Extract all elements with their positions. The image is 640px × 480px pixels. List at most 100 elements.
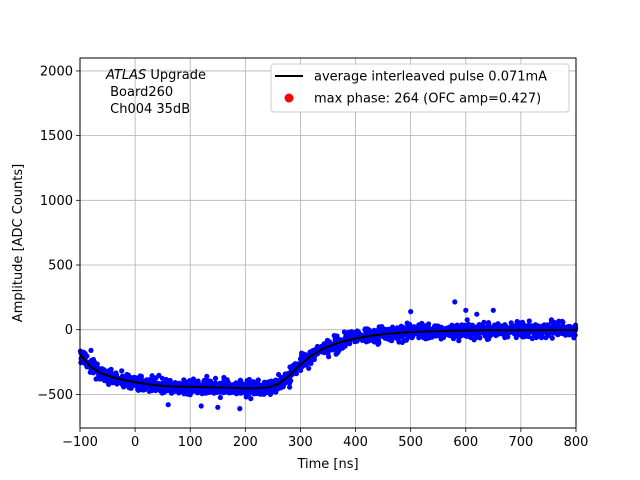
y-tick-label: 500 — [48, 258, 73, 273]
scatter-point — [212, 375, 219, 381]
scatter-point — [135, 387, 141, 393]
scatter-point — [326, 354, 332, 360]
y-tick-label: 1000 — [40, 194, 73, 209]
scatter-point — [162, 386, 168, 392]
scatter-point — [490, 307, 496, 313]
scatter-point — [375, 340, 382, 346]
scatter-point — [571, 335, 577, 341]
x-tick-label: 200 — [233, 435, 258, 450]
scatter-point — [472, 332, 478, 338]
scatter-point — [223, 389, 229, 395]
scatter-point — [255, 377, 261, 383]
scatter-point — [271, 379, 277, 385]
legend: average interleaved pulse 0.071mA max ph… — [270, 63, 570, 113]
scatter-point — [149, 375, 155, 381]
scatter-point — [553, 320, 559, 326]
y-tick-label: 0 — [65, 323, 73, 338]
scatter-point — [399, 339, 405, 345]
scatter-point — [88, 347, 94, 353]
y-tick-label: −500 — [37, 388, 73, 403]
axis-ticks: −100 0 100 200 300 400 500 600 700 800 −500 0 500 100… — [37, 64, 588, 450]
scatter-point — [539, 323, 546, 329]
scatter-point — [425, 335, 431, 341]
scatter-point — [310, 356, 316, 362]
scatter-point — [510, 324, 516, 330]
scatter-point — [452, 299, 458, 305]
scatter-point — [204, 373, 210, 379]
scatter-point — [165, 402, 171, 408]
annotation-upgrade: Upgrade — [146, 68, 206, 83]
annotation-line-2: Board260 — [106, 85, 173, 100]
scatter-point — [464, 317, 470, 323]
scatter-point — [403, 337, 409, 343]
scatter-point — [474, 311, 480, 317]
plot-frame — [79, 57, 577, 429]
scatter-point — [526, 318, 532, 324]
scatter-point — [198, 403, 204, 409]
scatter-point — [297, 356, 304, 362]
scatter-point — [367, 329, 373, 335]
scatter-point — [119, 368, 125, 374]
scatter-point — [282, 380, 288, 386]
scatter-point — [165, 378, 171, 384]
scatter-point — [83, 353, 89, 359]
scatter-point — [446, 324, 452, 330]
y-tick-label: 2000 — [40, 64, 73, 79]
scatter-point — [153, 375, 159, 381]
scatter-point — [484, 324, 490, 330]
scatter-point — [406, 323, 412, 329]
scatter-point — [145, 377, 151, 383]
scatter-point — [244, 378, 250, 384]
scatter-point — [299, 350, 305, 356]
legend-entry-average: average interleaved pulse 0.071mA — [314, 70, 547, 85]
scatter-point — [375, 328, 381, 334]
scatter-point — [455, 325, 461, 331]
scatter-point — [158, 388, 164, 394]
scatter-point — [217, 394, 223, 401]
scatter-point — [237, 388, 243, 394]
scatter-point — [526, 322, 532, 328]
scatter-point — [336, 346, 342, 352]
scatter-point — [354, 338, 360, 344]
scatter-point — [191, 380, 198, 386]
y-axis-label: Amplitude [ADC Counts] — [11, 164, 26, 322]
scatter-point — [224, 377, 230, 383]
annotation-line-3: Ch004 35dB — [106, 102, 190, 117]
scatter-point — [106, 368, 112, 374]
scatter-point — [92, 359, 98, 365]
scatter-point — [188, 389, 194, 395]
scatter-point — [463, 307, 469, 313]
x-tick-label: 400 — [343, 435, 368, 450]
scatter-point — [215, 404, 221, 410]
scatter-point — [231, 388, 238, 394]
annotation-atlas: ATLAS — [105, 68, 146, 83]
annotation-line-1: ATLAS Upgrade — [105, 68, 206, 83]
scatter-point — [237, 406, 243, 412]
scatter-point — [241, 388, 247, 394]
scatter-point — [354, 328, 360, 334]
scatter-point — [333, 351, 339, 357]
x-tick-label: 300 — [288, 435, 313, 450]
scatter-point — [529, 335, 535, 342]
scatter-point — [549, 319, 555, 325]
scatter-point — [110, 380, 116, 386]
scatter-point — [330, 347, 336, 353]
legend-box — [270, 63, 570, 113]
scatter-point — [248, 396, 254, 402]
scatter-point — [408, 309, 414, 315]
scatter-point — [457, 331, 463, 337]
scatter-point — [566, 325, 572, 331]
scatter-point — [538, 335, 545, 341]
scatter-point — [201, 377, 207, 383]
scatter-point — [382, 329, 388, 335]
scatter-point — [208, 381, 214, 387]
scatter-point — [432, 332, 438, 338]
scatter-point — [303, 352, 310, 358]
scatter-point — [246, 391, 252, 397]
scatter-point — [481, 319, 487, 325]
scatter-point — [485, 320, 492, 326]
scatter-point — [93, 376, 99, 382]
scatter-point — [376, 324, 382, 330]
y-tick-label: 1500 — [40, 129, 73, 144]
x-tick-label: 800 — [564, 435, 589, 450]
